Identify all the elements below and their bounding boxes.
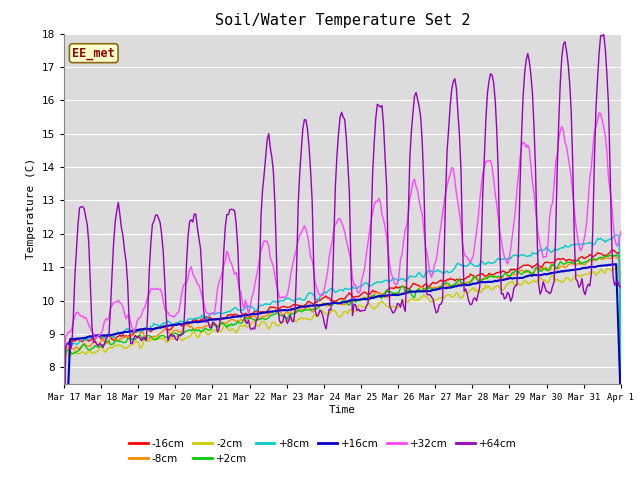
+32cm (254, 266, 262, 272)
+8cm (244, 304, 252, 310)
+64cm (226, 206, 234, 212)
+2cm (60, 444, 68, 450)
Line: +8cm: +8cm (64, 235, 621, 440)
Line: -2cm: -2cm (64, 266, 621, 447)
+16cm (617, 400, 625, 406)
-2cm (226, 328, 234, 334)
+32cm (129, 325, 136, 331)
-16cm (303, 299, 311, 305)
-8cm (254, 317, 262, 323)
-2cm (617, 387, 625, 393)
-8cm (60, 441, 68, 446)
+2cm (616, 252, 623, 258)
-16cm (586, 252, 594, 257)
-2cm (254, 324, 262, 329)
Line: +32cm: +32cm (64, 113, 621, 480)
-8cm (244, 314, 252, 320)
+16cm (129, 328, 136, 334)
-2cm (616, 264, 623, 269)
+64cm (586, 283, 594, 289)
-2cm (303, 316, 311, 322)
+8cm (254, 305, 262, 311)
Line: -16cm: -16cm (64, 250, 621, 441)
-16cm (129, 332, 136, 337)
-8cm (611, 253, 618, 259)
+64cm (617, 284, 625, 290)
Text: EE_met: EE_met (72, 47, 115, 60)
+2cm (303, 307, 311, 313)
+16cm (254, 311, 262, 317)
+16cm (303, 303, 311, 309)
-16cm (617, 376, 625, 382)
-2cm (60, 444, 68, 450)
-2cm (129, 342, 136, 348)
+8cm (60, 437, 68, 443)
+64cm (600, 32, 607, 37)
-16cm (254, 309, 262, 315)
+2cm (617, 378, 625, 384)
+32cm (303, 232, 311, 238)
+2cm (586, 256, 594, 262)
+32cm (595, 110, 603, 116)
+16cm (586, 264, 594, 270)
+8cm (617, 366, 625, 372)
+64cm (303, 126, 311, 132)
+8cm (303, 292, 311, 298)
-16cm (226, 312, 234, 318)
+16cm (612, 261, 620, 267)
Title: Soil/Water Temperature Set 2: Soil/Water Temperature Set 2 (214, 13, 470, 28)
Line: +16cm: +16cm (64, 264, 621, 480)
+8cm (612, 232, 620, 238)
+16cm (244, 312, 252, 318)
+64cm (244, 317, 252, 323)
Legend: -16cm, -8cm, -2cm, +2cm, +8cm, +16cm, +32cm, +64cm: -16cm, -8cm, -2cm, +2cm, +8cm, +16cm, +3… (125, 435, 521, 468)
-8cm (129, 333, 136, 338)
+16cm (226, 315, 234, 321)
+32cm (586, 176, 594, 181)
+32cm (226, 258, 234, 264)
Line: +2cm: +2cm (64, 255, 621, 447)
-2cm (244, 324, 252, 330)
-8cm (617, 380, 625, 386)
+2cm (244, 316, 252, 322)
+8cm (129, 330, 136, 336)
+2cm (129, 337, 136, 343)
-16cm (609, 247, 617, 253)
+2cm (226, 323, 234, 329)
+64cm (254, 316, 262, 322)
Line: +64cm: +64cm (64, 35, 621, 480)
X-axis label: Time: Time (329, 405, 356, 415)
-2cm (586, 269, 594, 275)
Line: -8cm: -8cm (64, 256, 621, 444)
-16cm (244, 313, 252, 319)
Y-axis label: Temperature (C): Temperature (C) (26, 158, 36, 259)
+2cm (254, 317, 262, 323)
+8cm (586, 240, 594, 245)
+32cm (244, 311, 252, 317)
+8cm (226, 309, 234, 315)
+32cm (617, 229, 625, 235)
+64cm (129, 340, 136, 346)
-8cm (226, 318, 234, 324)
-8cm (586, 258, 594, 264)
-8cm (303, 304, 311, 310)
-16cm (60, 438, 68, 444)
